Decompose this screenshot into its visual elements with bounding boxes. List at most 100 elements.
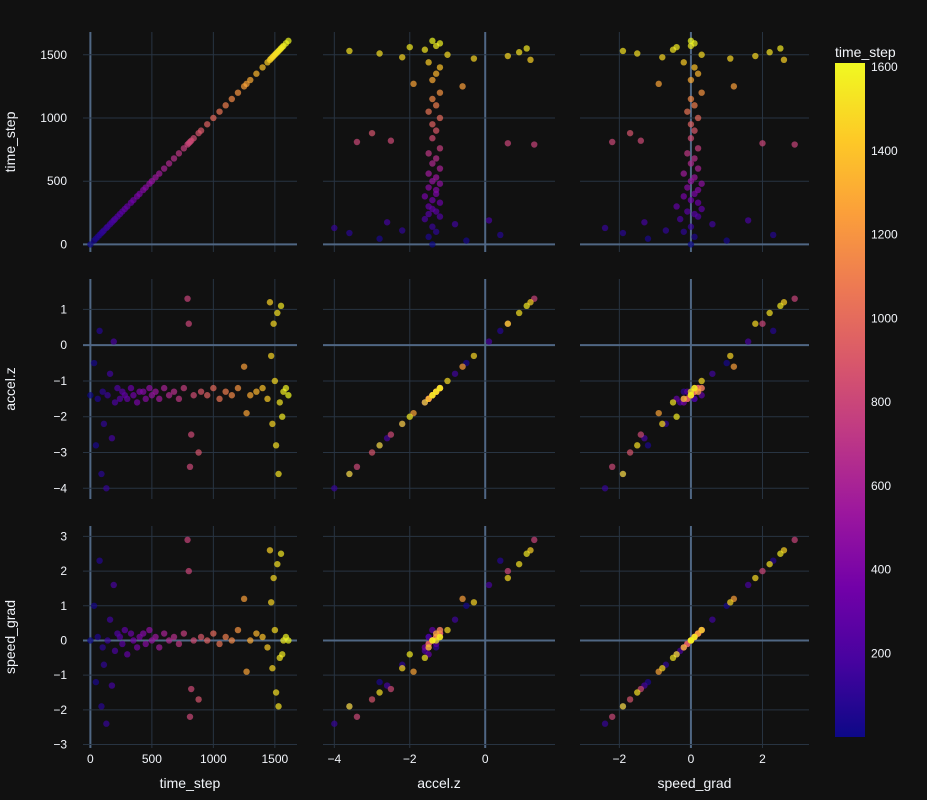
data-point [425, 170, 432, 177]
data-point [687, 241, 695, 248]
data-point [497, 327, 504, 335]
data-point [659, 420, 666, 428]
data-point [515, 309, 523, 317]
data-point [698, 89, 705, 96]
x-axis-title: speed_grad [658, 775, 732, 791]
data-point [266, 547, 274, 554]
data-point [459, 83, 466, 90]
data-point [368, 129, 376, 137]
data-point [504, 52, 512, 60]
data-point [222, 102, 229, 109]
data-point [259, 64, 266, 71]
panel-speed-grad-vs-speed-grad [580, 526, 809, 748]
data-point [140, 630, 147, 637]
data-point [106, 370, 114, 377]
data-point [130, 637, 137, 644]
data-point [691, 155, 698, 162]
data-point [277, 550, 285, 557]
data-point [387, 137, 395, 144]
data-point [247, 392, 254, 399]
data-point [285, 392, 292, 399]
data-point [523, 550, 530, 557]
data-point [673, 413, 680, 420]
data-point [234, 626, 242, 634]
data-point [165, 160, 173, 167]
data-point [619, 703, 627, 710]
data-point [387, 431, 395, 438]
colorbar-tick-label: 1200 [871, 228, 898, 242]
data-point [687, 95, 695, 103]
point-group [601, 295, 798, 492]
data-point [429, 392, 436, 399]
data-point [376, 50, 383, 57]
data-point [634, 442, 641, 449]
y-tick-label: −2 [53, 703, 67, 717]
data-point [687, 121, 695, 128]
colorbar-tick-label: 800 [871, 395, 891, 409]
data-point [429, 95, 436, 103]
data-point [264, 644, 271, 651]
data-point [253, 630, 260, 637]
y-tick-label: 1 [60, 599, 67, 613]
data-point [791, 536, 798, 544]
data-point [100, 661, 108, 668]
data-point [744, 217, 752, 224]
data-point [687, 76, 695, 84]
data-point [673, 43, 680, 51]
data-point [267, 352, 275, 360]
data-point [727, 599, 734, 606]
data-point [103, 485, 110, 492]
data-point [421, 46, 429, 53]
data-point [429, 135, 436, 142]
data-point [175, 395, 183, 403]
data-point [723, 359, 730, 367]
data-point [432, 174, 440, 181]
colorbar-tick-label: 1400 [871, 144, 898, 158]
data-point [730, 363, 738, 370]
point-group [331, 37, 538, 248]
data-point [429, 223, 436, 230]
data-point [160, 165, 168, 172]
y-tick-label: 1 [60, 302, 67, 316]
data-point [752, 320, 759, 327]
data-point [691, 127, 698, 134]
data-point [90, 359, 98, 367]
data-point [228, 637, 236, 644]
data-point [99, 388, 106, 395]
data-point [222, 633, 229, 641]
x-tick-label: −4 [327, 752, 341, 766]
data-point [777, 302, 784, 310]
data-point [346, 470, 353, 478]
data-point [269, 665, 276, 672]
data-point [752, 52, 759, 60]
data-point [463, 237, 470, 244]
data-point [470, 55, 478, 62]
data-point [626, 696, 634, 703]
data-point [114, 384, 121, 392]
data-point [662, 227, 670, 234]
data-point [655, 80, 662, 88]
x-tick-label: 0 [87, 752, 94, 766]
data-point [259, 384, 266, 392]
data-point [619, 470, 627, 478]
data-point [451, 220, 459, 228]
data-point [694, 186, 702, 194]
data-point [684, 150, 691, 157]
data-point [264, 395, 271, 403]
data-point [421, 215, 429, 223]
data-point [429, 637, 436, 644]
data-point [730, 83, 738, 90]
data-point [425, 59, 432, 66]
data-point [279, 651, 286, 658]
data-point [436, 165, 444, 172]
data-point [170, 388, 178, 395]
data-point [175, 640, 183, 648]
data-point [694, 114, 702, 122]
y-tick-label: 0 [60, 633, 67, 647]
data-point [210, 114, 217, 122]
data-point [277, 302, 285, 310]
data-point [152, 388, 159, 395]
data-point [406, 43, 413, 51]
data-point [687, 135, 695, 142]
